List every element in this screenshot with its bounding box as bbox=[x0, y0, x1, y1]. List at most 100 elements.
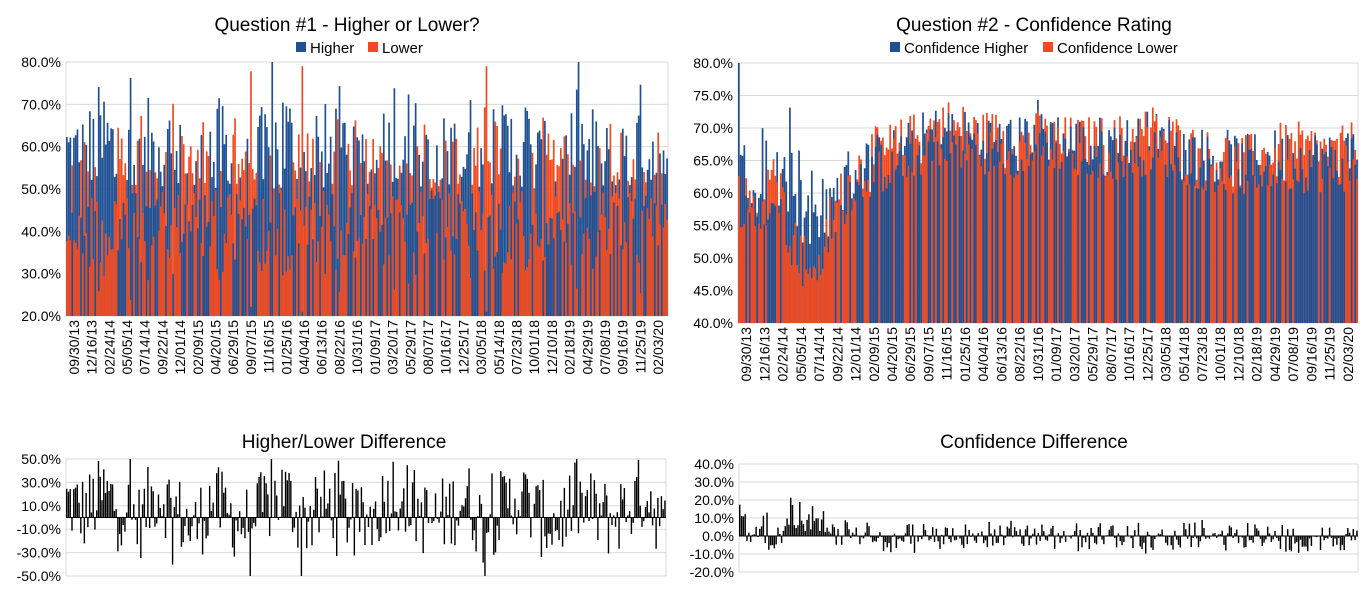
diff1-bar bbox=[290, 480, 292, 518]
diff2-bar bbox=[877, 536, 879, 538]
q1-bar-higher bbox=[200, 135, 203, 316]
q2-bar-lower bbox=[1015, 173, 1017, 323]
diff1-bar bbox=[260, 472, 262, 518]
q1-bar-higher bbox=[473, 229, 475, 316]
q1-bar-lower bbox=[407, 283, 410, 316]
diff1-bar bbox=[590, 473, 592, 518]
q1-bar-lower bbox=[641, 210, 644, 316]
diff1-bar bbox=[655, 517, 657, 549]
q2-bar-lower bbox=[765, 225, 768, 323]
diff1-bar bbox=[141, 504, 144, 518]
q1-bar-lower bbox=[372, 139, 374, 316]
diff1-bar bbox=[300, 517, 303, 576]
q1-bar-lower bbox=[492, 268, 495, 316]
q2-bar-lower bbox=[1006, 159, 1008, 323]
q2-bar-lower bbox=[743, 223, 746, 323]
diff1-bar bbox=[445, 496, 447, 518]
q1-bar-lower bbox=[76, 248, 79, 316]
q2-bar-lower bbox=[794, 222, 797, 323]
diff2-bar bbox=[1352, 529, 1354, 536]
q1-bar-higher bbox=[544, 120, 546, 317]
diff1-bar bbox=[614, 517, 617, 527]
diff1-bar bbox=[591, 517, 594, 520]
q1-bar-lower bbox=[528, 258, 530, 316]
diff1-bar bbox=[510, 515, 513, 518]
q1-bar-lower bbox=[158, 230, 160, 316]
diff2-bar bbox=[1270, 536, 1273, 542]
q2-bar-lower bbox=[852, 198, 855, 323]
diff1-bar bbox=[127, 484, 130, 518]
q2-y-axis: 80.0%75.0%70.0%65.0%60.0%55.0%50.0%45.0%… bbox=[693, 55, 733, 331]
q1-bar-higher bbox=[483, 270, 486, 316]
q1-bar-higher bbox=[285, 106, 288, 316]
q1-bar-lower bbox=[343, 255, 346, 316]
q2-bar-higher bbox=[1312, 155, 1315, 323]
q2-bar-higher bbox=[1327, 166, 1329, 323]
diff1-bar bbox=[357, 490, 359, 518]
q2-bar-lower bbox=[1133, 163, 1136, 323]
q2-bar-higher bbox=[1337, 184, 1340, 323]
diff1-bar bbox=[321, 516, 324, 518]
diff2-bar bbox=[1296, 536, 1298, 543]
q1-bar-higher bbox=[274, 122, 277, 316]
q2-bar-higher bbox=[767, 219, 769, 323]
q2-legend-higher-label: Confidence Higher bbox=[904, 40, 1028, 57]
q1-bar-lower bbox=[347, 143, 350, 316]
q1-bar-lower bbox=[260, 270, 263, 316]
diff2-bar bbox=[760, 526, 763, 536]
diff2-bar bbox=[1041, 524, 1043, 536]
diff2-bar bbox=[964, 524, 967, 536]
diff1-bar bbox=[650, 491, 652, 518]
q1-bar-higher bbox=[558, 211, 560, 316]
diff2-bar bbox=[840, 536, 843, 545]
q2-bar-higher bbox=[814, 204, 817, 323]
q1-bar-lower bbox=[110, 249, 112, 316]
q2-bar-higher bbox=[745, 195, 748, 323]
q2-bar-higher bbox=[821, 179, 824, 323]
diff1-bar bbox=[97, 461, 100, 518]
diff1-bar bbox=[240, 517, 243, 535]
q1-bar-lower bbox=[655, 205, 658, 316]
q2-bar-lower bbox=[967, 144, 970, 323]
q1-bar-lower bbox=[620, 132, 622, 316]
diff1-y-tick-label: -30.0% bbox=[17, 545, 61, 561]
q2-bar-higher bbox=[1142, 160, 1145, 323]
diff2-bar bbox=[1103, 536, 1105, 545]
diff2-bar bbox=[1019, 529, 1021, 536]
diff2-bar bbox=[1188, 523, 1191, 536]
diff2-bar bbox=[826, 527, 828, 536]
q2-bar-higher bbox=[1319, 192, 1322, 323]
diff1-bar bbox=[558, 517, 560, 541]
q1-bar-higher bbox=[393, 88, 396, 316]
diff1-bar bbox=[404, 517, 407, 532]
diff1-bar bbox=[238, 511, 241, 518]
q2-bar-higher bbox=[810, 170, 813, 323]
q1-bar-lower bbox=[310, 209, 313, 316]
diff2-bar bbox=[919, 536, 921, 538]
q1-bar-lower bbox=[212, 215, 215, 316]
q1-bar-lower bbox=[420, 191, 422, 316]
q1-bar-higher bbox=[124, 214, 127, 316]
q2-x-tick-label: 10/16/17 bbox=[1121, 327, 1137, 382]
diff2-bar bbox=[762, 515, 765, 536]
q1-bar-higher bbox=[572, 213, 575, 316]
q1-bar-higher bbox=[129, 77, 132, 316]
q1-bar-higher bbox=[209, 131, 212, 316]
diff1-bar bbox=[507, 508, 509, 518]
q1-bar-higher bbox=[99, 115, 102, 316]
diff2-bar bbox=[817, 518, 819, 536]
q2-bar-lower bbox=[825, 219, 828, 323]
diff2-bar bbox=[1130, 536, 1132, 539]
diff2-bar bbox=[1072, 535, 1074, 536]
diff2-bar bbox=[866, 522, 868, 536]
diff2-bar bbox=[797, 525, 799, 536]
q1-bar-higher bbox=[319, 215, 321, 316]
diff2-bar bbox=[813, 521, 816, 536]
q2-bar-lower bbox=[851, 210, 853, 323]
diff1-bar bbox=[186, 508, 188, 518]
q2-bar-lower bbox=[854, 200, 857, 323]
q1-bar-lower bbox=[450, 250, 452, 316]
diff2-bar bbox=[1134, 530, 1136, 536]
q2-x-tick-label: 07/08/19 bbox=[1285, 327, 1301, 382]
diff1-bar bbox=[350, 517, 352, 520]
